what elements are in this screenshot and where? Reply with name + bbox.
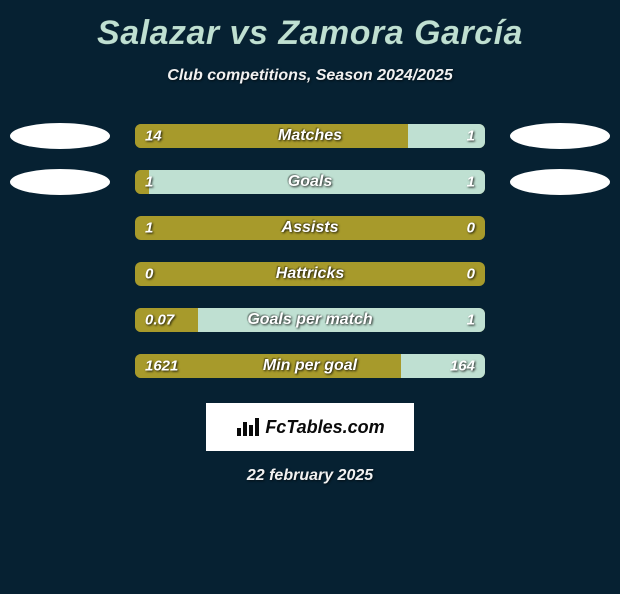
stat-bar-right [198,308,485,332]
subtitle: Club competitions, Season 2024/2025 [0,67,620,85]
stat-bar-left [135,262,485,286]
stat-row: 14 1 Matches [0,113,620,159]
stat-bar-right [408,124,485,148]
stat-bar: 1621 164 Min per goal [135,354,485,378]
stat-row: 0.07 1 Goals per match [0,297,620,343]
stat-bar-left [135,124,408,148]
stat-bar: 0 0 Hattricks [135,262,485,286]
stat-row: 1621 164 Min per goal [0,343,620,389]
stat-row: 1 1 Goals [0,159,620,205]
comparison-chart: 14 1 Matches 1 1 Goals 1 0 Assists [0,113,620,389]
player-ellipse-left [10,123,110,149]
stat-row: 1 0 Assists [0,205,620,251]
brand-badge: FcTables.com [206,403,414,451]
player-ellipse-right [510,123,610,149]
stat-bar: 0.07 1 Goals per match [135,308,485,332]
stat-bar: 1 1 Goals [135,170,485,194]
stat-bar-left [135,216,485,240]
stat-bar-right [149,170,485,194]
brand-text: FcTables.com [265,417,384,438]
stat-bar: 14 1 Matches [135,124,485,148]
stat-bar-left [135,170,149,194]
stat-bar-left [135,308,198,332]
page-title: Salazar vs Zamora García [0,14,620,53]
stat-row: 0 0 Hattricks [0,251,620,297]
brand-chart-icon [235,416,261,438]
player-ellipse-left [10,169,110,195]
stat-bar-left [135,354,401,378]
stat-bar: 1 0 Assists [135,216,485,240]
stat-bar-right [401,354,485,378]
date-text: 22 february 2025 [0,467,620,485]
player-ellipse-right [510,169,610,195]
